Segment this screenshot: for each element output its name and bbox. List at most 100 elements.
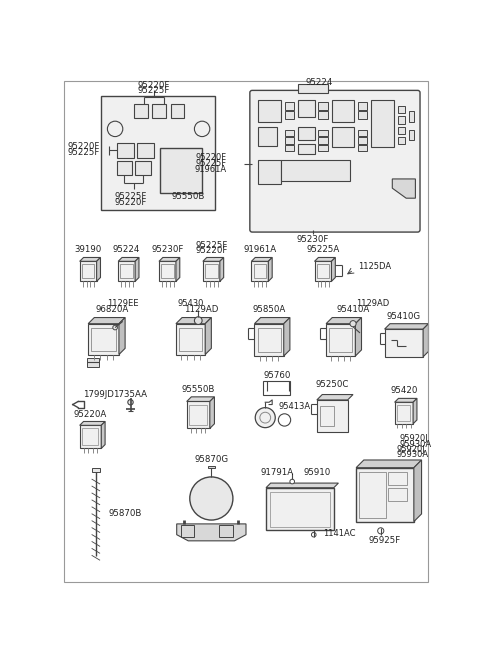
- Bar: [134, 104, 148, 118]
- Bar: [317, 264, 329, 279]
- Bar: [160, 148, 202, 193]
- Bar: [324, 162, 333, 171]
- Polygon shape: [176, 258, 180, 281]
- Text: 95220F: 95220F: [196, 153, 227, 162]
- Text: 95224: 95224: [113, 245, 140, 254]
- Bar: [285, 137, 294, 143]
- Bar: [254, 324, 284, 356]
- Bar: [358, 102, 367, 110]
- Bar: [281, 162, 290, 171]
- Text: 91961A: 91961A: [243, 245, 276, 254]
- Polygon shape: [176, 317, 211, 324]
- Bar: [176, 324, 205, 355]
- Bar: [219, 526, 233, 537]
- Bar: [92, 468, 100, 472]
- Bar: [135, 161, 151, 175]
- Bar: [398, 137, 406, 145]
- Text: 95920J: 95920J: [396, 445, 425, 454]
- Bar: [302, 162, 312, 171]
- Bar: [317, 400, 348, 432]
- Bar: [258, 160, 281, 185]
- Bar: [180, 526, 194, 537]
- Text: 95225F: 95225F: [114, 192, 147, 201]
- Text: 95920J: 95920J: [400, 434, 429, 443]
- Text: 95870G: 95870G: [194, 455, 228, 464]
- Text: 1129EE: 1129EE: [108, 299, 139, 308]
- Circle shape: [108, 121, 123, 137]
- Bar: [395, 402, 413, 424]
- Polygon shape: [80, 422, 105, 425]
- Text: 1129AD: 1129AD: [184, 306, 219, 314]
- Text: 1735AA: 1735AA: [113, 390, 147, 399]
- Text: 95220F: 95220F: [114, 198, 147, 208]
- Bar: [118, 261, 135, 281]
- Bar: [358, 111, 367, 119]
- Polygon shape: [254, 317, 290, 324]
- Bar: [318, 137, 328, 143]
- Bar: [263, 382, 290, 396]
- Circle shape: [290, 479, 295, 484]
- Bar: [314, 261, 332, 281]
- Text: 39190: 39190: [74, 245, 102, 254]
- Bar: [120, 264, 133, 279]
- Bar: [326, 324, 355, 356]
- Text: 95410G: 95410G: [387, 311, 421, 321]
- Circle shape: [194, 317, 202, 325]
- Text: 95224: 95224: [305, 78, 333, 87]
- Bar: [258, 127, 277, 146]
- Polygon shape: [205, 317, 211, 355]
- Circle shape: [113, 325, 118, 330]
- Bar: [313, 162, 322, 171]
- Bar: [398, 116, 406, 124]
- Circle shape: [128, 399, 133, 405]
- Polygon shape: [355, 317, 361, 356]
- Text: 95230F: 95230F: [151, 245, 184, 254]
- Polygon shape: [96, 258, 100, 281]
- Bar: [409, 111, 414, 122]
- Polygon shape: [266, 483, 338, 487]
- Polygon shape: [284, 317, 290, 356]
- Polygon shape: [395, 398, 417, 402]
- Text: 95220A: 95220A: [74, 410, 107, 419]
- Bar: [179, 328, 202, 351]
- Bar: [117, 143, 133, 158]
- Text: 1125DA: 1125DA: [358, 262, 391, 271]
- Bar: [298, 143, 314, 154]
- Bar: [329, 328, 352, 352]
- Polygon shape: [135, 258, 139, 281]
- Text: 95430: 95430: [178, 299, 204, 308]
- Text: 95910: 95910: [303, 468, 330, 477]
- Text: 1129AD: 1129AD: [356, 299, 389, 308]
- Bar: [409, 129, 414, 141]
- Text: 95220F: 95220F: [137, 81, 170, 89]
- Bar: [388, 472, 407, 486]
- Bar: [101, 96, 215, 210]
- Polygon shape: [332, 258, 336, 281]
- Bar: [285, 111, 294, 119]
- Text: 95930A: 95930A: [400, 440, 432, 449]
- Text: 91961A: 91961A: [194, 165, 227, 174]
- Bar: [358, 137, 367, 143]
- Polygon shape: [220, 258, 224, 281]
- Circle shape: [312, 532, 316, 537]
- Text: 95420: 95420: [390, 386, 418, 396]
- Text: 95225F: 95225F: [196, 159, 227, 168]
- Bar: [318, 129, 328, 136]
- Text: 95225F: 95225F: [67, 148, 100, 157]
- Bar: [358, 145, 367, 151]
- Text: 95230F: 95230F: [297, 235, 329, 244]
- Bar: [298, 127, 314, 141]
- Polygon shape: [177, 524, 246, 541]
- Text: 95413A: 95413A: [278, 401, 311, 411]
- Bar: [159, 261, 176, 281]
- Text: 95550B: 95550B: [181, 384, 215, 394]
- Text: 95925F: 95925F: [369, 536, 401, 545]
- Bar: [137, 143, 154, 158]
- Bar: [86, 357, 99, 367]
- Text: 95850A: 95850A: [252, 306, 286, 314]
- Polygon shape: [392, 179, 415, 198]
- Polygon shape: [119, 317, 125, 355]
- Polygon shape: [384, 324, 429, 329]
- Bar: [398, 127, 406, 134]
- Text: 95225F: 95225F: [195, 240, 228, 250]
